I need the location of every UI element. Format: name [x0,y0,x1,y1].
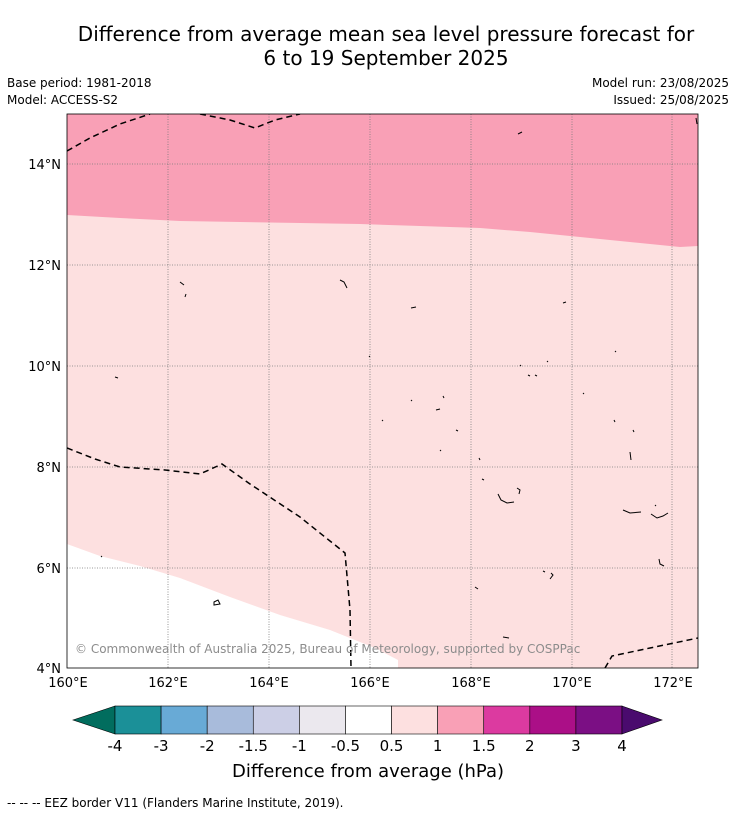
colorbar-segment [206,705,254,735]
colorbar-over-arrow [621,705,663,735]
colorbar-tick-label: 1 [433,737,443,755]
lat-label-6n: 6°N [37,562,62,577]
title-line-1: Difference from average mean sea level p… [77,22,695,46]
lon-label-172e: 172°E [653,676,693,691]
colorbar-under-arrow [72,705,116,735]
colorbar-segment [529,705,577,735]
colorbar-segment [575,705,623,735]
lon-label-166e: 166°E [350,676,390,691]
colorbar-tick-label: 0.5 [380,737,404,755]
map-frame [66,113,699,669]
lat-label-12n: 12°N [28,259,61,274]
model-run: Model run: 23/08/2025 [591,76,729,90]
copyright-text: © Commonwealth of Australia 2025, Bureau… [75,642,580,656]
meta-left: Base period: 1981-2018 Model: ACCESS-S2 [7,75,152,109]
lon-label-164e: 164°E [249,676,289,691]
colorbar-segment [437,705,485,735]
colorbar-title: Difference from average (hPa) [231,761,505,782]
zone-high-north [67,114,698,247]
longitude-labels: 160°E 162°E 164°E 166°E 168°E 170°E 172°… [48,676,693,691]
latitude-labels: 14°N 12°N 10°N 8°N 6°N 4°N [28,158,61,677]
colorbar-tick-label: -0.5 [331,737,360,755]
colorbar-segment [299,705,346,735]
colorbar-segment [483,705,531,735]
meta-right: Model run: 23/08/2025 Issued: 25/08/2025 [592,75,729,109]
colorbar-segments [114,705,623,735]
lon-label-170e: 170°E [552,676,592,691]
lon-label-168e: 168°E [451,676,491,691]
colorbar-tick-labels: -4 -3 -2 -1.5 -1 -0.5 0.5 1 1.5 2 3 4 [108,737,627,755]
gridlines [67,114,698,668]
colorbar-tick-label: 2 [525,737,535,755]
lon-label-160e: 160°E [48,676,88,691]
map-area [67,114,698,668]
colorbar-tick-label: 1.5 [472,737,496,755]
lon-label-162e: 162°E [148,676,188,691]
colorbar-segment [114,705,162,735]
title-line-2: 6 to 19 September 2025 [263,46,509,70]
colorbar: -4 -3 -2 -1.5 -1 -0.5 0.5 1 1.5 2 3 4 [72,705,663,755]
lat-label-8n: 8°N [37,461,62,476]
model-name: Model: ACCESS-S2 [7,93,119,107]
lat-label-4n: 4°N [37,662,62,677]
colorbar-tick-label: -1 [292,737,307,755]
colorbar-tick-label: 4 [617,737,627,755]
colorbar-segment [345,705,392,735]
colorbar-tick-label: 3 [571,737,581,755]
eez-borders [67,114,698,668]
chart-title: Difference from average mean sea level p… [0,22,736,70]
zone-neutral-southwest [67,544,398,668]
colorbar-segment [160,705,208,735]
issued-date: Issued: 25/08/2025 [613,93,729,107]
colorbar-tick-label: -1.5 [239,737,268,755]
colorbar-segment [391,705,438,735]
colorbar-segment [252,705,300,735]
colorbar-tick-label: -4 [108,737,123,755]
base-period: Base period: 1981-2018 [7,76,152,90]
lat-label-14n: 14°N [28,158,61,173]
islands [100,117,698,639]
eez-legend-footer: -- -- -- EEZ border V11 (Flanders Marine… [7,796,344,810]
lat-label-10n: 10°N [28,360,61,375]
colorbar-tick-label: -2 [200,737,215,755]
colorbar-tick-label: -3 [154,737,169,755]
